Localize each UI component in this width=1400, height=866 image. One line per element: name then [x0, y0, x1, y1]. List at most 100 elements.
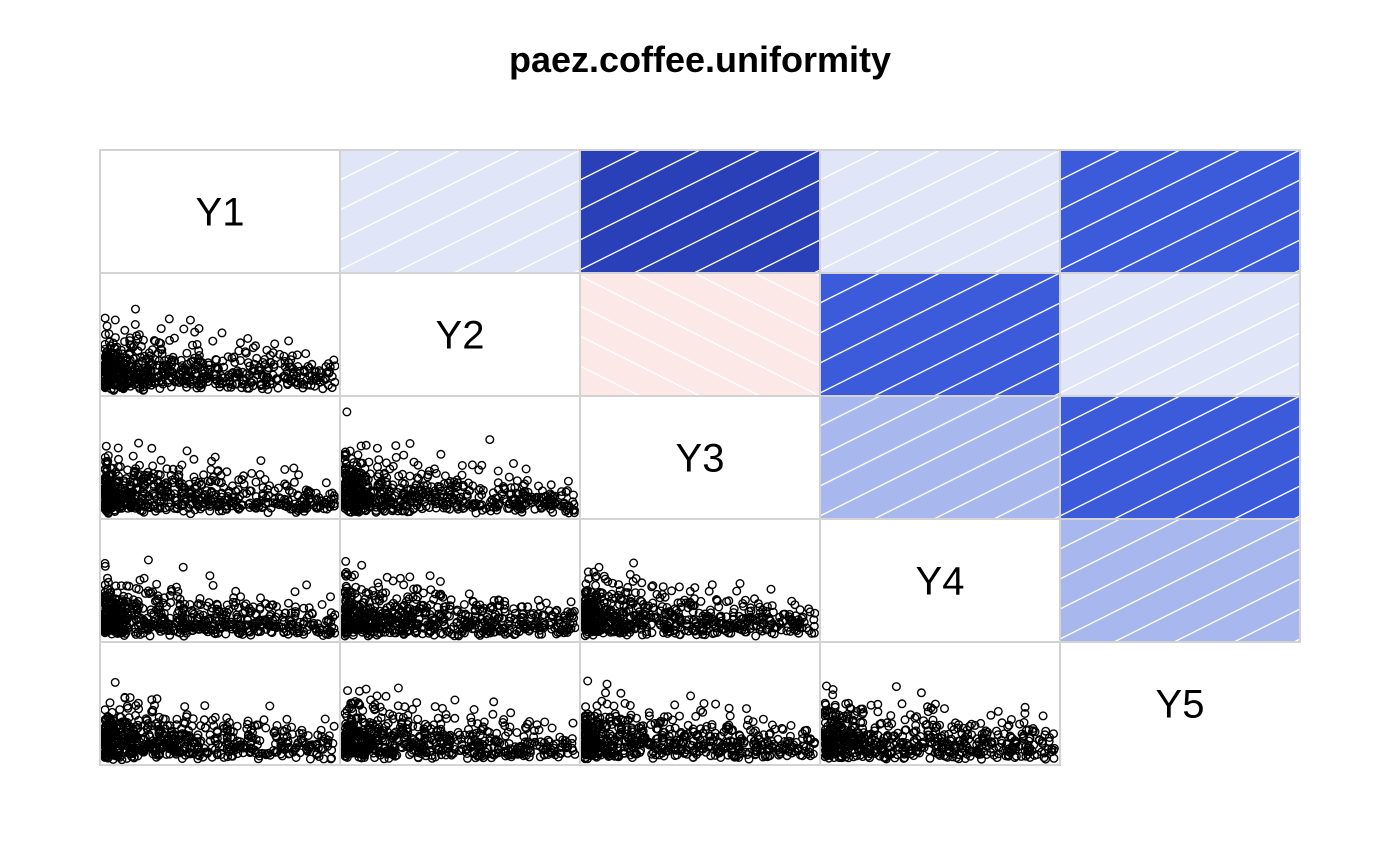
- hatch-lines: [340, 150, 580, 273]
- panel-y1-y3: [579, 149, 821, 274]
- data-point: [156, 324, 166, 334]
- data-point: [354, 495, 364, 505]
- data-point: [357, 560, 367, 570]
- data-point: [494, 493, 504, 503]
- data-point: [408, 704, 418, 714]
- data-point: [208, 336, 218, 346]
- scatter-points: [100, 677, 339, 765]
- hatch-line: [820, 150, 1060, 271]
- hatch-line: [1113, 302, 1300, 396]
- data-point: [350, 479, 360, 489]
- data-point: [477, 460, 487, 470]
- data-point: [248, 343, 258, 353]
- data-point: [345, 446, 355, 456]
- data-point: [101, 441, 111, 451]
- data-point: [249, 366, 259, 376]
- data-point: [591, 580, 601, 590]
- hatch-lines: [580, 150, 820, 273]
- data-point: [488, 709, 498, 719]
- data-point: [438, 492, 448, 502]
- hatch-line: [1060, 396, 1121, 427]
- panel-y4-y2: [339, 518, 581, 643]
- data-point: [240, 347, 250, 357]
- data-point: [320, 373, 330, 383]
- data-point: [316, 368, 326, 378]
- data-point: [301, 349, 311, 359]
- data-point: [476, 501, 486, 511]
- hatch-line: [340, 150, 580, 271]
- panel-y2-y2: Y2: [339, 272, 581, 397]
- data-point: [156, 344, 166, 354]
- data-point: [494, 485, 504, 495]
- data-point: [732, 586, 742, 596]
- hatch-line: [1173, 455, 1300, 519]
- data-point: [134, 438, 144, 448]
- hatch-line: [633, 179, 820, 273]
- data-point: [546, 480, 556, 490]
- data-point: [133, 497, 143, 507]
- data-point: [287, 722, 297, 732]
- data-point: [329, 355, 339, 365]
- data-point: [424, 491, 434, 501]
- data-point: [184, 371, 194, 381]
- diagonal-label: Y3: [676, 437, 725, 481]
- hatch-line: [820, 396, 941, 457]
- data-point: [152, 579, 162, 589]
- data-point: [563, 476, 573, 486]
- data-point: [140, 351, 150, 361]
- data-point: [343, 686, 353, 696]
- data-point: [302, 580, 312, 590]
- hatch-line: [1060, 273, 1121, 304]
- data-point: [318, 384, 328, 394]
- data-point: [507, 495, 517, 505]
- data-point: [231, 486, 241, 496]
- data-point: [219, 483, 229, 493]
- data-point: [410, 483, 420, 493]
- data-point: [290, 587, 300, 597]
- data-point: [265, 701, 275, 711]
- data-point: [267, 379, 277, 389]
- data-point: [221, 504, 231, 514]
- hatch-line: [993, 362, 1060, 396]
- data-point: [320, 714, 330, 724]
- data-point: [420, 497, 430, 507]
- data-point: [104, 356, 114, 366]
- data-point: [256, 381, 266, 391]
- data-point: [102, 321, 112, 331]
- data-point: [150, 355, 160, 365]
- data-point: [115, 705, 125, 715]
- data-point: [283, 378, 293, 388]
- data-point: [167, 357, 177, 367]
- data-point: [325, 367, 335, 377]
- hatch-line: [1354, 150, 1400, 273]
- hatch-line: [1233, 239, 1300, 273]
- data-point: [107, 503, 117, 513]
- hatch-line: [1060, 273, 1300, 394]
- data-point: [319, 504, 329, 514]
- hatch-line: [633, 273, 820, 367]
- hatch-line: [753, 239, 820, 273]
- data-point: [208, 580, 218, 590]
- data-point: [658, 582, 668, 592]
- hatch-line: [993, 485, 1060, 519]
- data-point: [235, 338, 245, 348]
- data-point: [115, 382, 125, 392]
- data-point: [120, 365, 130, 375]
- hatch-lines: [580, 273, 820, 396]
- panel-y4-y1: [99, 518, 341, 643]
- scatter-points: [100, 304, 340, 395]
- data-point: [315, 496, 325, 506]
- data-point: [403, 592, 413, 602]
- panel-y3-y4: [819, 395, 1061, 520]
- data-point: [179, 324, 189, 334]
- hatch-line: [340, 150, 521, 241]
- data-point: [172, 592, 182, 602]
- data-point: [291, 602, 301, 612]
- data-point: [129, 341, 139, 351]
- data-point: [351, 468, 361, 478]
- data-point: [361, 440, 371, 450]
- data-point: [158, 379, 168, 389]
- panel-y2-y1: [99, 272, 341, 397]
- data-point: [148, 461, 158, 471]
- data-point: [505, 722, 515, 732]
